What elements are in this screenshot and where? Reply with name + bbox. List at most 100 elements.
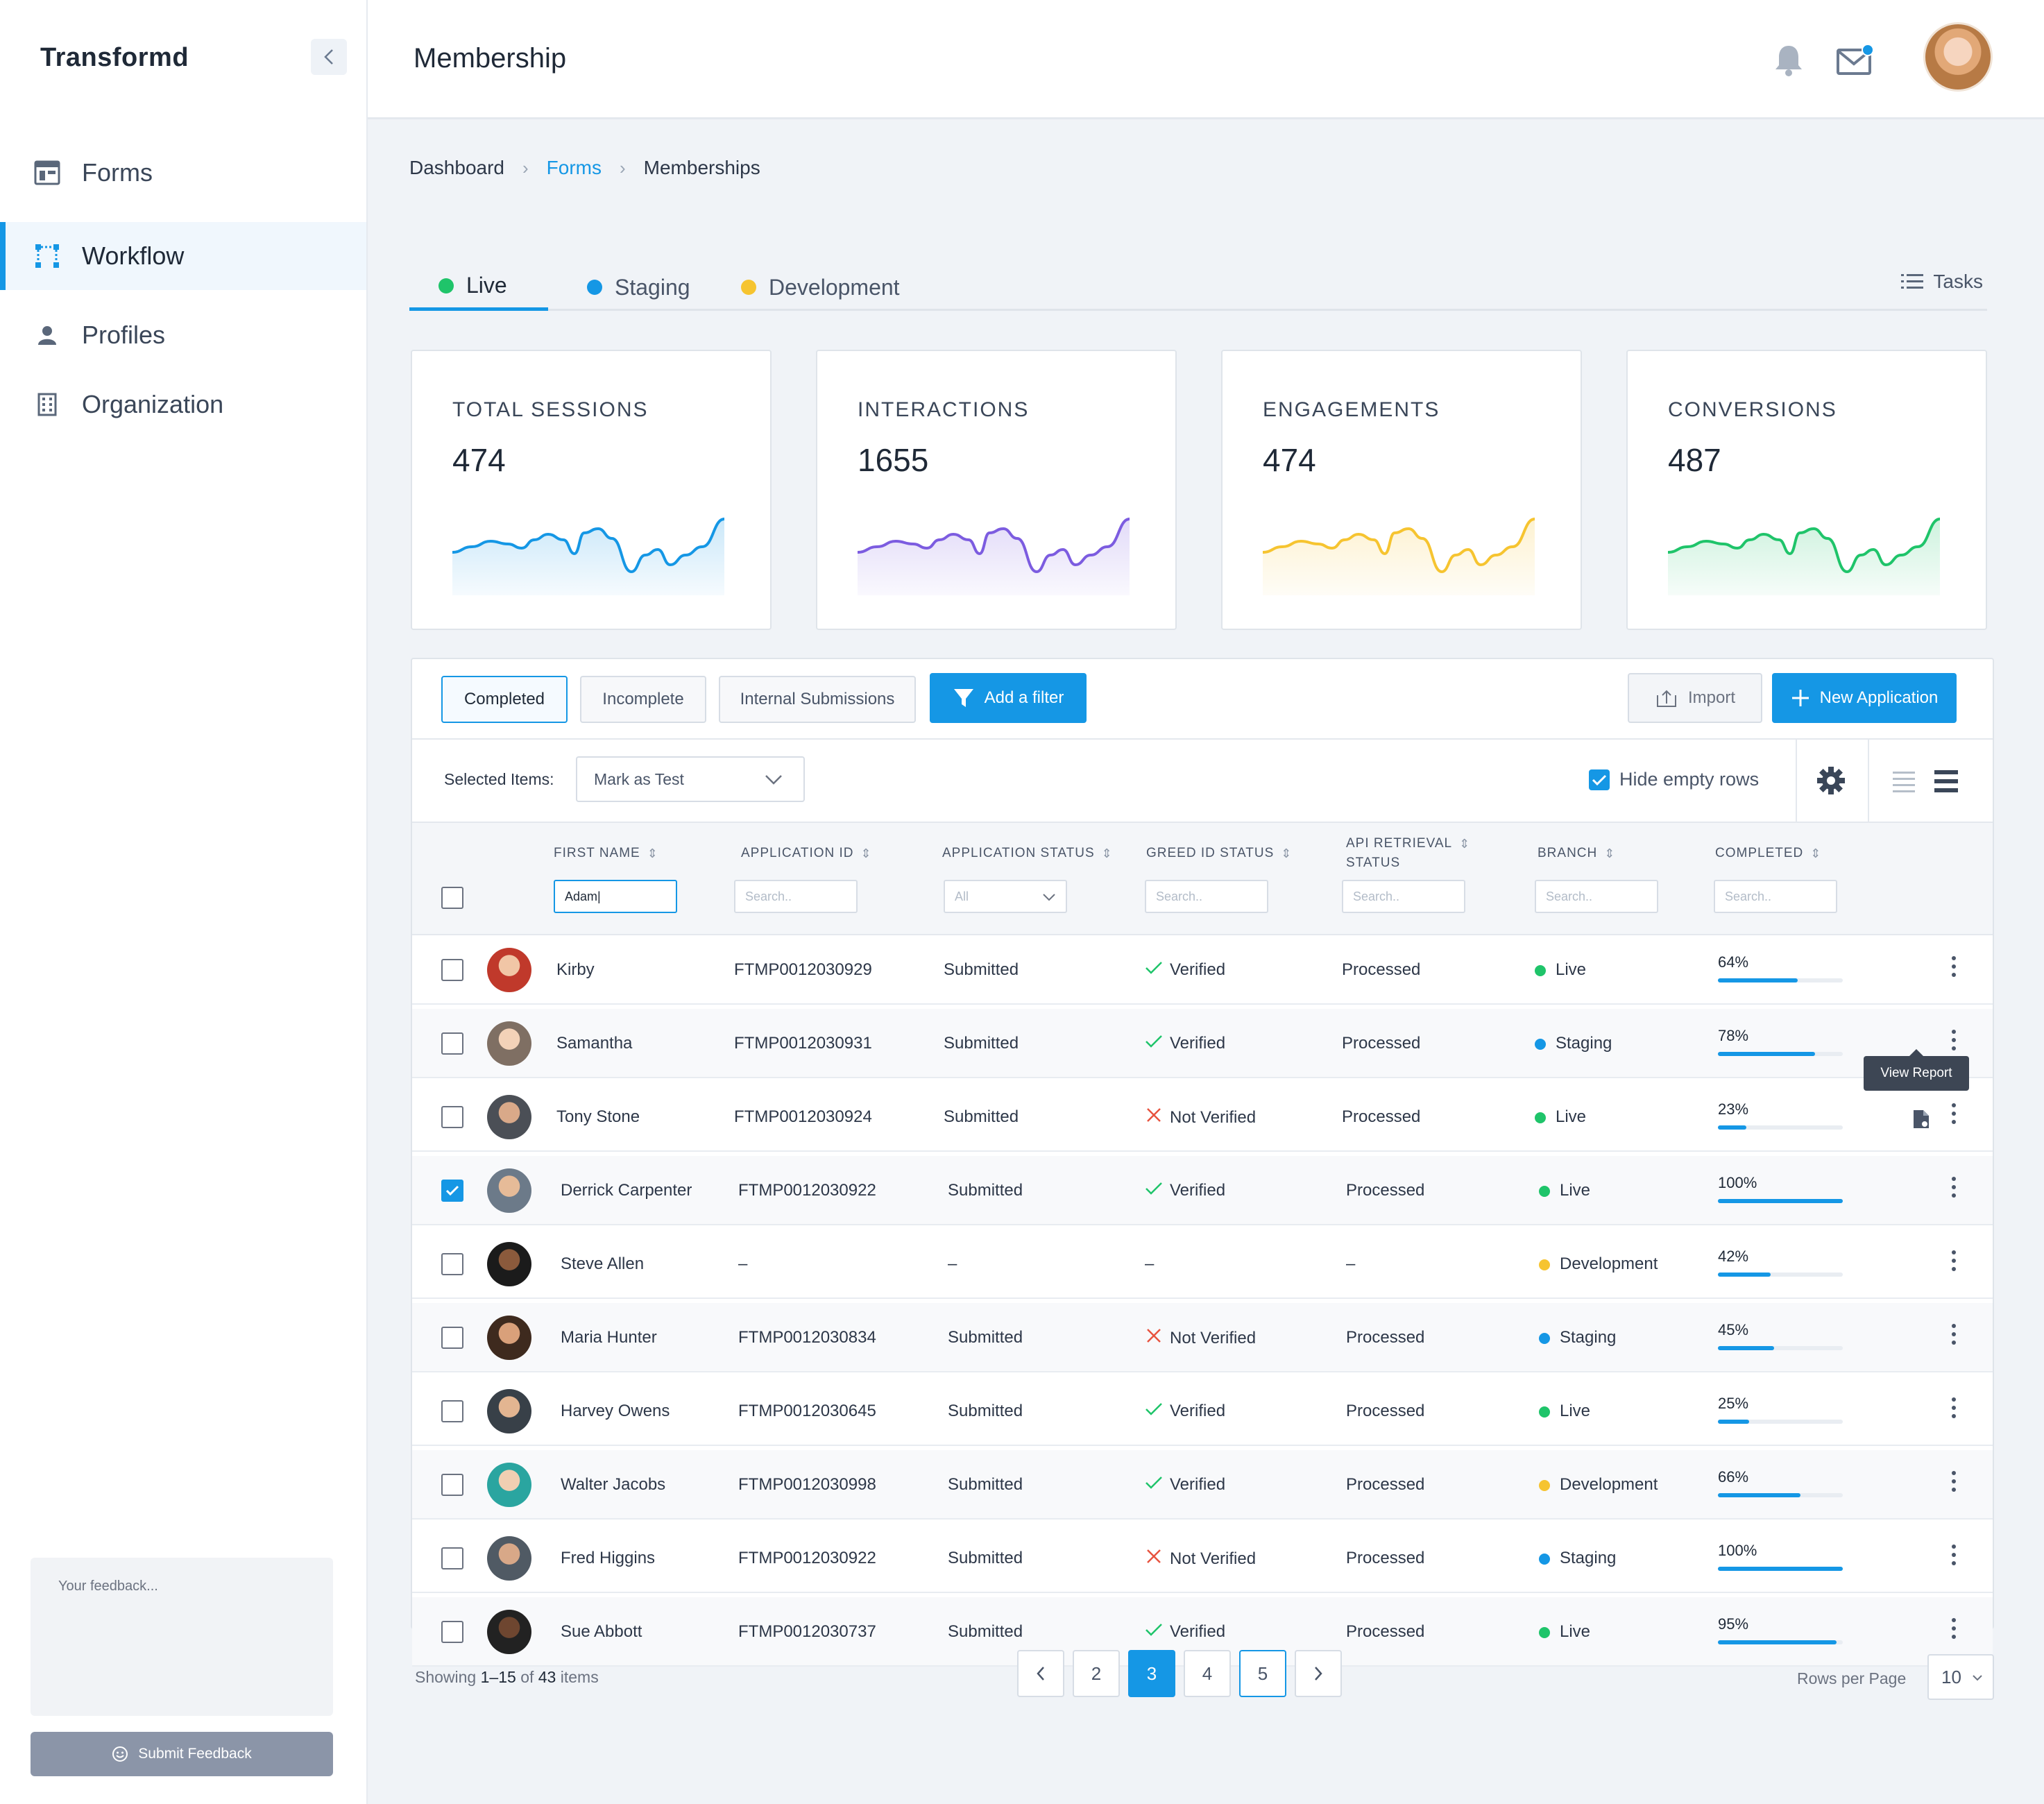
row-actions-icon[interactable] xyxy=(1950,956,1958,977)
tasks-button[interactable]: Tasks xyxy=(1901,271,1983,293)
live-dot-icon xyxy=(438,278,454,293)
breadcrumb-forms[interactable]: Forms xyxy=(546,157,602,178)
page-4-button[interactable]: 4 xyxy=(1184,1650,1231,1697)
api-status-filter-input[interactable]: Search.. xyxy=(1342,880,1465,913)
submit-feedback-button[interactable]: Submit Feedback xyxy=(31,1732,333,1776)
messages-button[interactable] xyxy=(1836,40,1875,79)
row-checkbox[interactable] xyxy=(441,1547,463,1569)
row-checkbox[interactable] xyxy=(441,1032,463,1055)
table-row[interactable]: Fred Higgins FTMP0012030922 Submitted Not V… xyxy=(412,1524,1993,1593)
filter-completed-button[interactable]: Completed xyxy=(441,676,568,723)
branch-text: Development xyxy=(1560,1254,1658,1273)
application-status-filter-select[interactable]: All xyxy=(944,880,1067,913)
table-row[interactable]: Samantha FTMP0012030931 Submitted Verified P… xyxy=(412,1009,1993,1078)
row-checkbox[interactable] xyxy=(441,1474,463,1496)
feedback-input[interactable]: Your feedback... xyxy=(31,1558,333,1716)
row-checkbox[interactable] xyxy=(441,1106,463,1128)
sort-icon: ⇕ xyxy=(647,846,658,860)
sparkline-area xyxy=(1263,519,1535,595)
col-completed[interactable]: COMPLETED ⇕ xyxy=(1715,844,1821,863)
notifications-button[interactable] xyxy=(1769,40,1808,79)
greed-id-filter-input[interactable]: Search.. xyxy=(1145,880,1268,913)
row-actions-icon[interactable] xyxy=(1950,1397,1958,1418)
page-3-button[interactable]: 3 xyxy=(1128,1650,1175,1697)
row-actions-icon[interactable] xyxy=(1950,1177,1958,1198)
table-row[interactable]: Steve Allen – – – – Development 42% xyxy=(412,1229,1993,1299)
table-row[interactable]: Maria Hunter FTMP0012030834 Submitted Not V… xyxy=(412,1303,1993,1372)
table-settings-button[interactable] xyxy=(1816,766,1846,799)
col-api-retrieval-status[interactable]: API RETRIEVAL ⇕ STATUS xyxy=(1346,834,1470,873)
collapse-sidebar-button[interactable] xyxy=(311,39,347,75)
first-name-filter-input[interactable]: Adam| xyxy=(554,880,677,913)
import-button[interactable]: Import xyxy=(1628,673,1762,723)
col-branch[interactable]: BRANCH ⇕ xyxy=(1538,844,1615,863)
row-actions-icon[interactable] xyxy=(1950,1545,1958,1565)
check-icon xyxy=(1146,1477,1162,1489)
sparkline-line xyxy=(452,518,724,574)
select-all-checkbox[interactable] xyxy=(441,887,463,909)
comfortable-view-button[interactable] xyxy=(1934,770,1958,796)
bulk-action-select[interactable]: Mark as Test xyxy=(576,756,805,802)
cell-application-status: Submitted xyxy=(948,1181,1023,1200)
branch-dot-icon xyxy=(1535,1038,1546,1050)
sort-icon: ⇕ xyxy=(1810,846,1822,860)
branch-dot-icon xyxy=(1539,1553,1550,1565)
row-actions-icon[interactable] xyxy=(1950,1103,1958,1124)
row-actions-icon[interactable] xyxy=(1950,1618,1958,1639)
table-row[interactable]: Kirby FTMP0012030929 Submitted Verified Proc… xyxy=(412,935,1993,1005)
next-page-button[interactable] xyxy=(1295,1650,1342,1697)
cell-greed-id-status: Verified xyxy=(1145,960,1225,980)
add-filter-button[interactable]: Add a filter xyxy=(930,673,1087,723)
nav-item-forms[interactable]: Forms xyxy=(0,139,366,207)
col-first-name[interactable]: FIRST NAME ⇕ xyxy=(554,844,658,863)
nav-item-workflow[interactable]: Workflow xyxy=(0,222,366,290)
row-checkbox[interactable] xyxy=(441,1621,463,1643)
hide-empty-rows-toggle[interactable]: Hide empty rows xyxy=(1589,769,1759,790)
sparkline-line xyxy=(1668,518,1940,574)
row-checkbox[interactable] xyxy=(441,959,463,981)
branch-filter-input[interactable]: Search.. xyxy=(1535,880,1658,913)
application-id-filter-input[interactable]: Search.. xyxy=(734,880,858,913)
row-checkbox[interactable] xyxy=(441,1180,463,1202)
cell-application-id: FTMP0012030922 xyxy=(738,1181,876,1200)
tab-staging[interactable]: Staging xyxy=(587,264,690,311)
row-checkbox[interactable] xyxy=(441,1400,463,1422)
tab-development[interactable]: Development xyxy=(741,264,900,311)
row-actions-icon[interactable] xyxy=(1950,1324,1958,1345)
page-5-button[interactable]: 5 xyxy=(1239,1650,1286,1697)
tab-staging-label: Staging xyxy=(615,274,690,300)
filter-internal-button[interactable]: Internal Submissions xyxy=(719,676,916,723)
completed-filter-input[interactable]: Search.. xyxy=(1714,880,1837,913)
row-actions-icon[interactable] xyxy=(1950,1030,1958,1050)
col-application-status[interactable]: APPLICATION STATUS ⇕ xyxy=(942,844,1113,863)
row-actions-icon[interactable] xyxy=(1950,1471,1958,1492)
row-checkbox[interactable] xyxy=(441,1253,463,1275)
nav-item-profiles[interactable]: Profiles xyxy=(0,301,366,369)
col-greed-id-status[interactable]: GREED ID STATUS ⇕ xyxy=(1146,844,1292,863)
cross-icon xyxy=(1147,1329,1161,1343)
compact-view-button[interactable] xyxy=(1893,772,1915,796)
user-avatar[interactable] xyxy=(1923,22,1993,92)
cell-greed-id-status: Verified xyxy=(1145,1402,1225,1421)
page-2-button[interactable]: 2 xyxy=(1073,1650,1120,1697)
table-row[interactable]: Tony Stone FTMP0012030924 Submitted Not Ver… xyxy=(412,1082,1993,1152)
cell-application-id: FTMP0012030645 xyxy=(738,1402,876,1420)
col-api-retrieval-label: API RETRIEVAL xyxy=(1346,836,1453,851)
new-application-button[interactable]: New Application xyxy=(1772,673,1957,723)
branch-dot-icon xyxy=(1539,1406,1550,1418)
breadcrumb-dashboard[interactable]: Dashboard xyxy=(409,157,504,178)
col-application-id[interactable]: APPLICATION ID ⇕ xyxy=(741,844,872,863)
progress-track xyxy=(1718,1199,1843,1203)
nav-item-organization[interactable]: Organization xyxy=(0,371,366,439)
filter-incomplete-button[interactable]: Incomplete xyxy=(580,676,706,723)
row-actions-icon[interactable] xyxy=(1950,1250,1958,1271)
table-row[interactable]: Derrick Carpenter FTMP0012030922 Submitted… xyxy=(412,1156,1993,1225)
branch-dot-icon xyxy=(1535,964,1546,976)
prev-page-button[interactable] xyxy=(1017,1650,1064,1697)
tab-live[interactable]: Live xyxy=(409,264,548,311)
table-row[interactable]: Walter Jacobs FTMP0012030998 Submitted Veri… xyxy=(412,1450,1993,1520)
report-icon[interactable] xyxy=(1912,1109,1930,1130)
row-checkbox[interactable] xyxy=(441,1327,463,1349)
rows-per-page-select[interactable]: 10 xyxy=(1927,1654,1994,1700)
table-row[interactable]: Harvey Owens FTMP0012030645 Submitted Verif… xyxy=(412,1377,1993,1446)
